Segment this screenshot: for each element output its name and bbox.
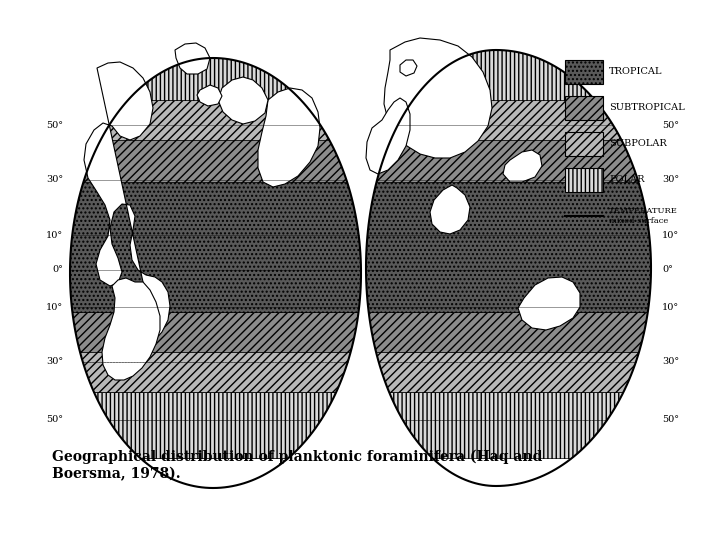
Text: SUBPOLAR: SUBPOLAR bbox=[609, 139, 667, 148]
Text: POLAR: POLAR bbox=[609, 176, 644, 185]
Text: 30°: 30° bbox=[46, 176, 63, 185]
Polygon shape bbox=[356, 392, 661, 458]
Text: 0°: 0° bbox=[662, 266, 673, 274]
Polygon shape bbox=[356, 312, 661, 352]
Polygon shape bbox=[356, 50, 661, 100]
Text: 10°: 10° bbox=[46, 302, 63, 312]
Polygon shape bbox=[366, 50, 651, 486]
Bar bbox=[565, 96, 603, 120]
Text: Geographical distribution of planktonic foraminifera (Haq and
Boersma, 1978).: Geographical distribution of planktonic … bbox=[52, 450, 542, 481]
Text: 10°: 10° bbox=[46, 231, 63, 240]
Polygon shape bbox=[60, 392, 371, 458]
Text: 50°: 50° bbox=[46, 120, 63, 130]
Bar bbox=[565, 60, 603, 84]
Polygon shape bbox=[70, 58, 361, 488]
Polygon shape bbox=[400, 60, 417, 76]
Polygon shape bbox=[60, 312, 371, 352]
Text: 50°: 50° bbox=[662, 415, 679, 424]
Polygon shape bbox=[356, 100, 661, 140]
Polygon shape bbox=[102, 278, 160, 380]
Text: SUBTROPICAL: SUBTROPICAL bbox=[609, 104, 685, 112]
Polygon shape bbox=[60, 392, 371, 458]
Polygon shape bbox=[60, 140, 371, 182]
Polygon shape bbox=[175, 43, 210, 74]
Bar bbox=[565, 168, 603, 192]
Polygon shape bbox=[366, 98, 410, 174]
Polygon shape bbox=[503, 150, 542, 182]
Polygon shape bbox=[60, 182, 371, 312]
Text: 10°: 10° bbox=[662, 231, 679, 240]
Polygon shape bbox=[356, 182, 661, 312]
Polygon shape bbox=[356, 140, 661, 182]
Text: 30°: 30° bbox=[662, 357, 679, 367]
Text: 50°: 50° bbox=[662, 120, 679, 130]
Polygon shape bbox=[218, 77, 268, 124]
Text: 0°: 0° bbox=[52, 266, 63, 274]
Text: 30°: 30° bbox=[662, 176, 679, 185]
Polygon shape bbox=[84, 62, 170, 344]
Text: TEMPERATURE
mixed surface: TEMPERATURE mixed surface bbox=[609, 207, 678, 225]
Polygon shape bbox=[430, 185, 470, 234]
Polygon shape bbox=[60, 50, 371, 100]
Polygon shape bbox=[356, 352, 661, 392]
Polygon shape bbox=[60, 352, 371, 392]
Polygon shape bbox=[258, 88, 320, 187]
Text: 10°: 10° bbox=[662, 302, 679, 312]
Bar bbox=[565, 132, 603, 156]
Text: 30°: 30° bbox=[46, 357, 63, 367]
Polygon shape bbox=[60, 100, 371, 140]
Text: 50°: 50° bbox=[46, 415, 63, 424]
Polygon shape bbox=[384, 38, 492, 158]
Text: TROPICAL: TROPICAL bbox=[609, 68, 662, 77]
Polygon shape bbox=[518, 277, 580, 330]
Polygon shape bbox=[197, 85, 222, 106]
